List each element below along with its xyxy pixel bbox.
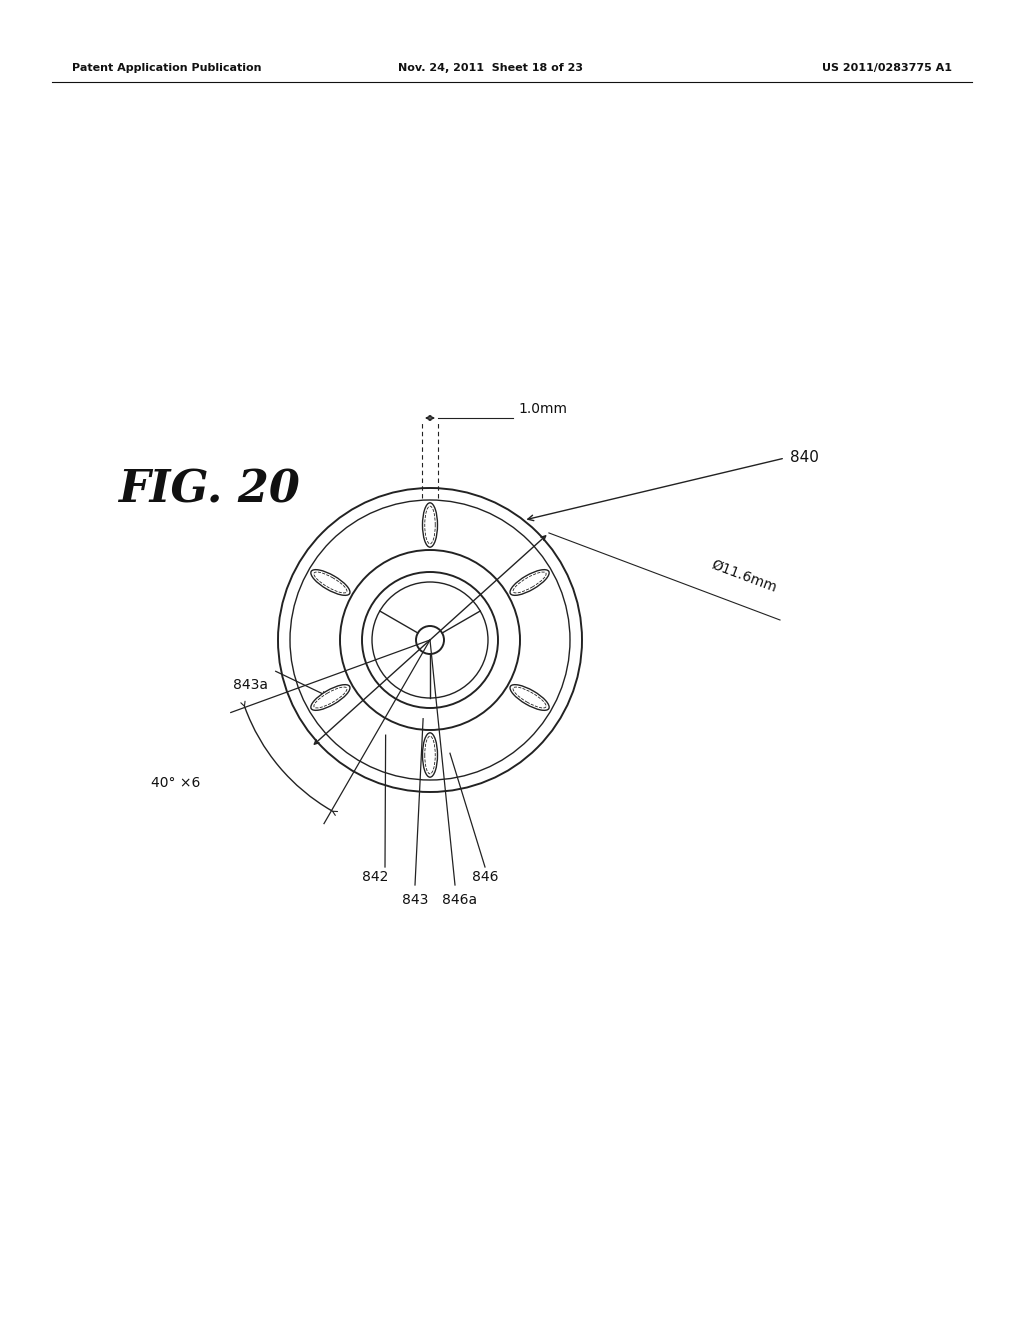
Text: Patent Application Publication: Patent Application Publication [72, 63, 261, 73]
Text: 1.0mm: 1.0mm [518, 403, 567, 416]
Ellipse shape [423, 503, 437, 548]
Text: US 2011/0283775 A1: US 2011/0283775 A1 [822, 63, 952, 73]
Text: 843a: 843a [233, 678, 268, 692]
Ellipse shape [423, 733, 437, 777]
Text: 40° ×6: 40° ×6 [151, 776, 200, 789]
Text: 840: 840 [790, 450, 819, 466]
Ellipse shape [510, 570, 549, 595]
Text: 843: 843 [401, 894, 428, 907]
Text: Nov. 24, 2011  Sheet 18 of 23: Nov. 24, 2011 Sheet 18 of 23 [397, 63, 583, 73]
Ellipse shape [510, 685, 549, 710]
Text: 842: 842 [361, 870, 388, 884]
Text: FIG. 20: FIG. 20 [118, 469, 300, 511]
Text: 846: 846 [472, 870, 499, 884]
Ellipse shape [311, 570, 350, 595]
Text: 846a: 846a [442, 894, 477, 907]
Text: Ø11.6mm: Ø11.6mm [710, 558, 779, 595]
Ellipse shape [311, 685, 350, 710]
